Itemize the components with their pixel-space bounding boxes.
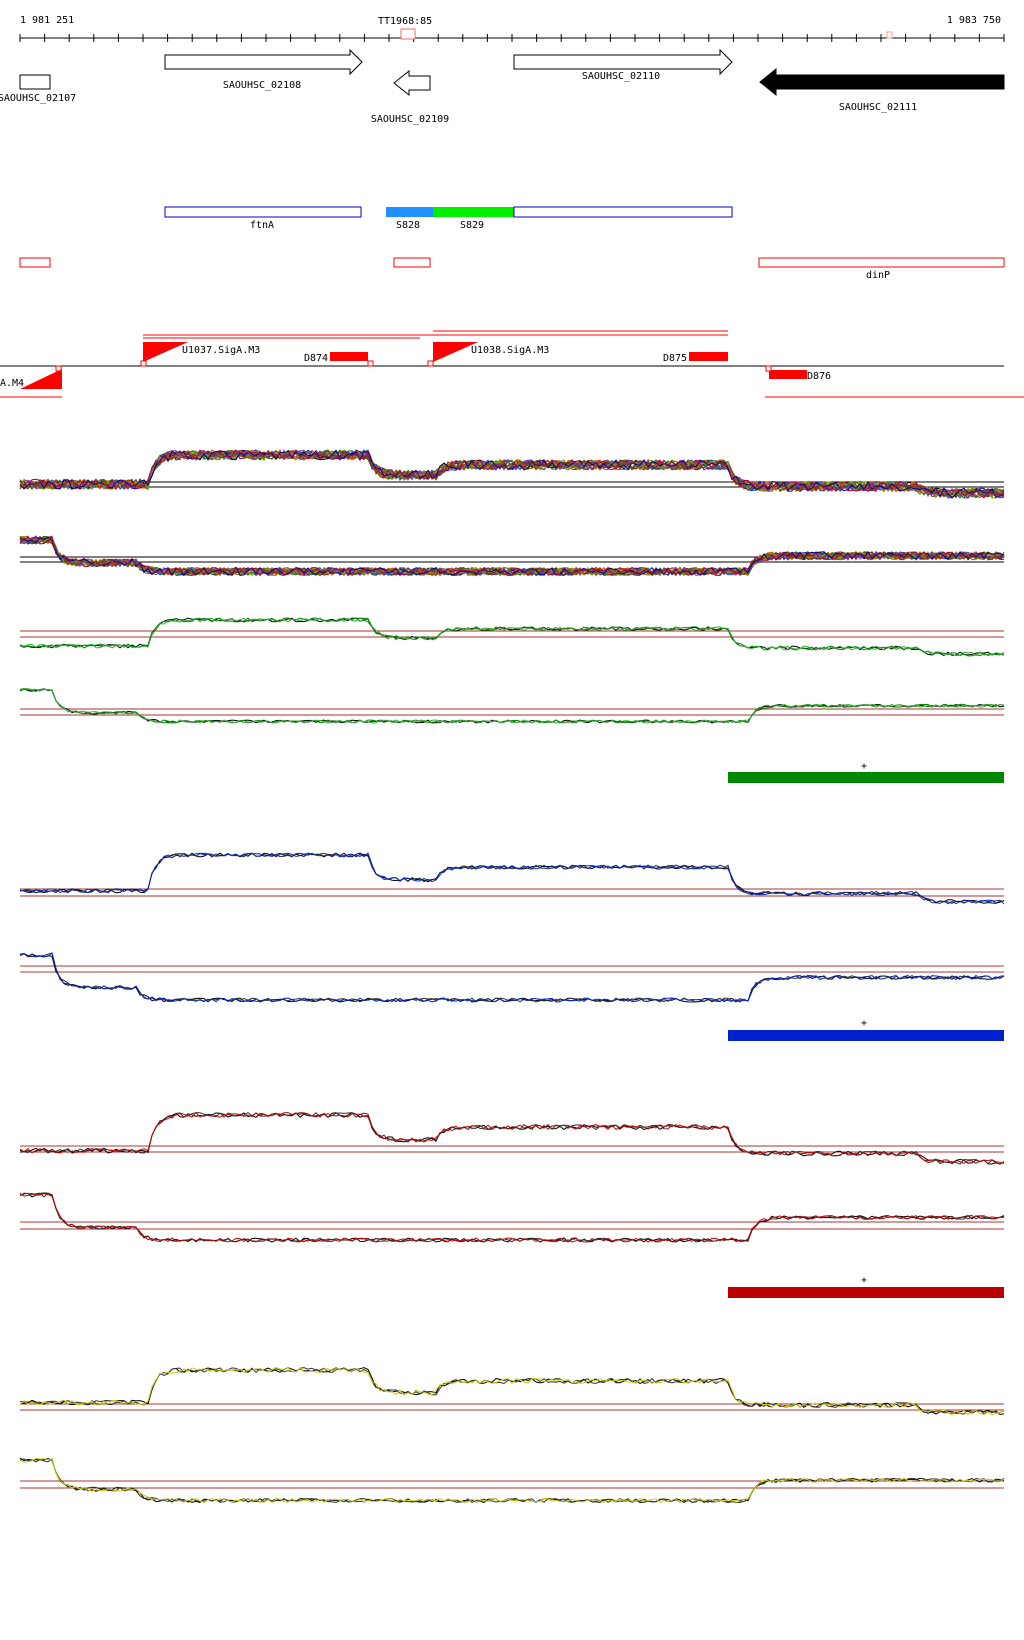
expression-trace	[19, 1111, 1005, 1165]
red-region-track: dinP	[19, 257, 1005, 281]
expression-profiles	[19, 448, 1005, 1504]
expression-trace	[19, 687, 1005, 724]
profile-panel-red-top	[19, 1111, 1005, 1165]
promoter-U1037-label[interactable]: U1037.SigA.M3	[182, 345, 260, 356]
ruler-marker-label[interactable]: TT1968:85	[378, 16, 432, 27]
gene-label-SAOUHSC_02107[interactable]: SAOUHSC_02107	[0, 93, 76, 104]
expression-trace	[19, 1457, 1005, 1504]
red-region-dinP-label[interactable]: dinP	[866, 270, 890, 281]
terminator-D875[interactable]	[689, 352, 728, 361]
expression-trace	[19, 617, 1005, 657]
gene-SAOUHSC_02110[interactable]	[513, 48, 733, 76]
expression-trace	[19, 617, 1005, 657]
condition-bar-green[interactable]	[728, 772, 1004, 783]
promoter-M4-label[interactable]: A.M4	[0, 378, 24, 389]
terminator-D876-label[interactable]: D876	[807, 371, 831, 382]
expression-trace	[19, 1111, 1005, 1165]
condition-bar-red[interactable]	[728, 1287, 1004, 1298]
red-region-middle[interactable]	[393, 257, 431, 268]
red-region-dinP[interactable]	[758, 257, 1005, 268]
gene-label-SAOUHSC_02109[interactable]: SAOUHSC_02109	[371, 114, 449, 125]
gene-SAOUHSC_02108[interactable]	[164, 48, 363, 76]
condition-bar-blue-label: +	[861, 1018, 867, 1029]
profile-panel-red-bottom	[19, 1192, 1005, 1243]
region-S828-label[interactable]: S828	[396, 220, 420, 231]
promoter-marker	[140, 360, 147, 367]
condition-bar-green-label: +	[861, 761, 867, 772]
gene-label-SAOUHSC_02111[interactable]: SAOUHSC_02111	[839, 102, 917, 113]
region-S829-label[interactable]: S829	[460, 220, 484, 231]
promoter-marker	[427, 360, 434, 367]
expression-trace	[19, 852, 1005, 905]
ruler-ticks	[19, 34, 1005, 42]
promoter-U1037[interactable]	[143, 342, 188, 362]
region-S828[interactable]	[386, 207, 433, 217]
condition-bar-blue[interactable]	[728, 1030, 1004, 1041]
promoter-marker	[367, 360, 374, 367]
ruler-start-label: 1 981 251	[20, 15, 74, 26]
ruler-end-label: 1 983 750	[947, 15, 1001, 26]
profile-panel-green-top	[19, 617, 1005, 657]
profile-panel-yellow-top	[19, 1367, 1005, 1416]
promoter-M4[interactable]	[20, 369, 62, 389]
region-ftnA-label[interactable]: ftnA	[250, 220, 274, 231]
expression-trace	[19, 449, 1005, 499]
expression-trace	[19, 1192, 1005, 1243]
gene-SAOUHSC_02109[interactable]	[393, 69, 431, 97]
profile-panel-green-bottom	[19, 687, 1005, 724]
expression-trace	[19, 952, 1005, 1003]
expression-trace	[19, 687, 1005, 724]
promoter-marker	[55, 365, 62, 372]
terminator-D874-label[interactable]: D874	[304, 353, 328, 364]
profile-panel-multi-top	[19, 448, 1005, 500]
terminator-D875-label[interactable]: D875	[663, 353, 687, 364]
expression-trace	[20, 1367, 1005, 1415]
expression-trace	[19, 1192, 1005, 1243]
gene-SAOUHSC_02111[interactable]	[759, 67, 1005, 97]
promoter-track: U1037.SigA.M3 U1038.SigA.M3 A.M4 D874 D8…	[0, 330, 1024, 398]
promoter-U1038-label[interactable]: U1038.SigA.M3	[471, 345, 549, 356]
expression-trace	[19, 688, 1005, 724]
red-region-left[interactable]	[19, 257, 51, 268]
gene-track: SAOUHSC_02107 SAOUHSC_02108 SAOUHSC_0210…	[0, 48, 1005, 125]
expression-trace	[19, 1367, 1005, 1416]
profile-panel-multi-bottom	[19, 535, 1005, 577]
profile-panel-blue-bottom	[19, 952, 1005, 1003]
expression-trace	[19, 852, 1005, 904]
region-right-outline[interactable]	[513, 206, 733, 218]
expression-trace	[19, 535, 1005, 577]
region-track: ftnA S828 S829	[164, 206, 733, 231]
profile-panel-blue-top	[19, 852, 1005, 905]
region-ftnA[interactable]	[164, 206, 362, 218]
gene-label-SAOUHSC_02108[interactable]: SAOUHSC_02108	[223, 80, 301, 91]
condition-bars: + + +	[728, 761, 1004, 1298]
terminator-D874[interactable]	[330, 352, 368, 361]
terminator-D876[interactable]	[769, 370, 807, 379]
gene-SAOUHSC_02107[interactable]	[19, 74, 51, 90]
ruler-marker-small	[886, 31, 893, 39]
expression-trace	[19, 617, 1005, 657]
expression-trace	[19, 449, 1005, 499]
ruler-marker-box[interactable]	[400, 28, 416, 40]
promoter-marker	[765, 365, 772, 372]
expression-trace	[19, 1457, 1005, 1504]
promoter-U1038[interactable]	[433, 342, 478, 362]
profile-panel-yellow-bottom	[19, 1457, 1005, 1504]
coordinate-ruler: 1 981 251 1 983 750 TT1968:85	[19, 15, 1005, 42]
expression-trace	[19, 1457, 1005, 1504]
region-S829[interactable]	[433, 207, 514, 217]
expression-trace	[19, 1367, 1005, 1416]
expression-trace	[19, 1192, 1005, 1243]
gene-label-SAOUHSC_02110[interactable]: SAOUHSC_02110	[582, 71, 660, 82]
condition-bar-red-label: +	[861, 1275, 867, 1286]
expression-trace	[19, 1112, 1005, 1165]
